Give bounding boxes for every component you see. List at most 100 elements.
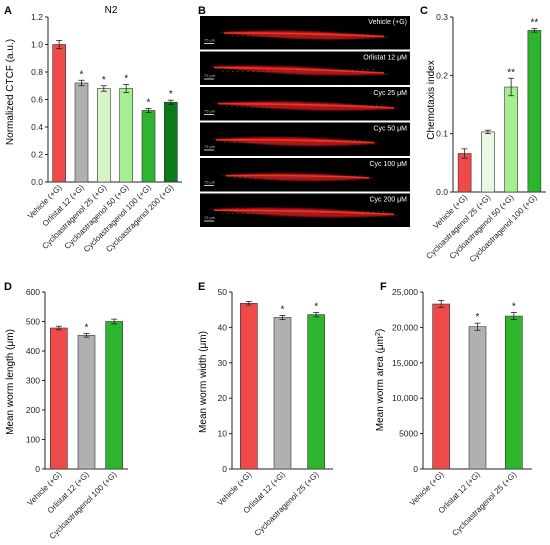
panel-e-y-tick-label: 30 <box>218 358 228 368</box>
panel-c-y-tick-label: 0.0 <box>436 187 448 197</box>
panel-a-y-tick-label: 1.2 <box>31 12 43 22</box>
panel-e-bar <box>273 317 292 470</box>
panel-a-y-tick-label: 0.6 <box>31 95 43 105</box>
panel-c-significance-mark: ** <box>507 67 515 78</box>
panel-f-significance-mark: * <box>476 312 480 323</box>
panel-a-y-tick-label: 1.0 <box>31 40 43 50</box>
worm-green-speckle <box>221 210 387 214</box>
panel-a-significance-mark: * <box>124 73 128 84</box>
panel-a-bar <box>119 88 133 183</box>
panel-a-bar <box>164 101 178 183</box>
panel-a-significance-mark: * <box>102 75 106 86</box>
panel-f-letter: F <box>380 281 387 293</box>
panel-f-y-axis-label-text: Mean worm area (μm <box>375 336 386 431</box>
panel-f-y-tick-label: 15,000 <box>392 358 418 368</box>
worm-green-speckle <box>223 139 367 143</box>
panel-d-y-tick-label: 400 <box>26 346 40 356</box>
panel-f-plot: 0 5000 10,000 15,000 20,000 25,000 Vehicle (+G… <box>392 287 532 538</box>
worm-gut-signal <box>215 139 375 144</box>
panel-d-y-axis-label: Mean worm length (μm) <box>5 329 16 435</box>
panel-a-significance-mark: * <box>147 97 151 108</box>
panel-d-bar <box>105 321 123 470</box>
panel-c-bar <box>457 153 472 193</box>
panel-a-bar <box>52 44 66 183</box>
micrograph: Cyc 25 μM 75 μm <box>200 87 410 121</box>
worm-green-speckle <box>231 33 377 37</box>
panel-c-bar <box>481 131 495 193</box>
micrograph-label: Cyc 100 μM <box>370 161 408 168</box>
panel-d-y-tick-label: 200 <box>26 405 40 415</box>
panel-d-bar <box>50 327 68 470</box>
micrograph-label: Cyc 50 μM <box>373 126 407 133</box>
worm-green-speckle <box>221 68 377 72</box>
panel-e-y-tick-label: 10 <box>218 429 228 439</box>
micrograph-scale-label: 75 μm <box>204 215 216 220</box>
panel-a-bar <box>97 88 111 183</box>
panel-c-y-axis-label: Chemotaxis index <box>426 60 437 139</box>
panel-c-y-tick-label: 0.1 <box>436 129 448 139</box>
panel-f-y-tick-label: 5000 <box>399 429 418 439</box>
panel-d-bar <box>77 335 96 470</box>
panel-f-category-label: Vehicle (+G) <box>408 470 446 508</box>
panel-f-significance-mark: * <box>512 302 516 313</box>
micrograph: Cyc 200 μM 75 μm <box>200 193 410 227</box>
panel-c-y-tick-label: 0.2 <box>436 70 448 80</box>
panel-a-y-tick-label: 0.8 <box>31 67 43 77</box>
panel-a-bar <box>74 82 89 183</box>
panel-d-letter: D <box>4 281 12 293</box>
panel-a-letter: A <box>4 5 12 17</box>
micrograph-scale-label: 75 μm <box>204 180 216 185</box>
panel-e-y-axis-label: Mean worm width (μm) <box>198 331 209 433</box>
panel-c-y-tick-label: 0.3 <box>436 12 448 22</box>
micrograph: Cyc 50 μM 75 μm <box>200 122 410 156</box>
panel-d-y-tick-label: 300 <box>26 376 40 386</box>
panel-c-bar <box>504 86 518 193</box>
panel-f-y-tick-label: 0 <box>413 464 418 474</box>
worm-gut-signal <box>213 209 395 216</box>
panel-c-significance-mark: ** <box>530 18 538 29</box>
panel-e-bar <box>240 303 258 470</box>
worm-green-speckle <box>225 104 387 108</box>
panel-a-bar <box>141 110 156 183</box>
micrograph-label: Cyc 200 μM <box>370 197 408 204</box>
panel-e-y-tick-label: 0 <box>222 464 227 474</box>
micrograph: Orlistat 12 μM 75 μm <box>200 51 410 85</box>
panel-b-letter: B <box>198 5 206 17</box>
worm-gut-signal <box>225 174 370 179</box>
micrograph-scale-label: 75 μm <box>204 38 216 43</box>
panel-e-letter: E <box>198 281 205 293</box>
panel-e-bar <box>307 314 325 470</box>
micrograph-scale-label: 75 μm <box>204 144 216 149</box>
panel-a-title: N2 <box>105 5 118 16</box>
panel-a-significance-mark: * <box>80 69 84 80</box>
panel-f-y-tick-label: 25,000 <box>392 287 418 297</box>
micrograph: Cyc 100 μM 75 μm <box>200 158 410 192</box>
panel-e: E Mean worm width (μm) 01020304050Vehicl… <box>198 281 333 538</box>
panel-c-letter: C <box>420 5 428 17</box>
panel-f-y-axis-label-sup: 2 <box>375 332 382 336</box>
panel-f-y-tick-label: 10,000 <box>392 393 418 403</box>
panel-d-significance-mark: * <box>85 323 89 334</box>
panel-f-category-label: Cycloastragenol 25 (+G) <box>450 470 518 538</box>
panel-e-significance-mark: * <box>281 304 285 315</box>
panel-f-y-axis-label: Mean worm area (μm2) <box>375 329 386 431</box>
panel-d-y-tick-label: 100 <box>26 435 40 445</box>
micrograph-label: Vehicle (+G) <box>368 19 407 26</box>
panel-e-y-tick-label: 20 <box>218 393 228 403</box>
panel-e-y-tick-label: 40 <box>218 322 228 332</box>
panel-f-bar <box>468 326 487 470</box>
panel-a-y-tick-label: 0.2 <box>31 150 43 160</box>
panel-a-y-tick-label: 0.4 <box>31 122 43 132</box>
panel-a-significance-mark: * <box>169 89 173 100</box>
panel-f: F Mean worm area (μm2) 0 5000 10,000 15,000… <box>375 281 532 538</box>
micrograph-scale-label: 75 μm <box>204 109 216 114</box>
panel-d: D Mean worm length (μm) 0 100 200 300 400 500… <box>4 281 128 541</box>
worm-gut-signal <box>217 102 395 109</box>
